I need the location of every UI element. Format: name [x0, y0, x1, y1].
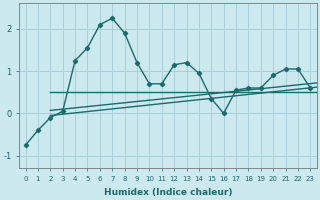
X-axis label: Humidex (Indice chaleur): Humidex (Indice chaleur) [104, 188, 232, 197]
